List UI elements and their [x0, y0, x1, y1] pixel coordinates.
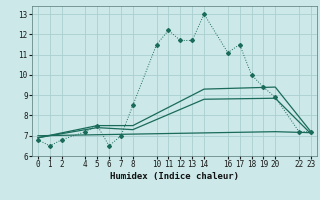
X-axis label: Humidex (Indice chaleur): Humidex (Indice chaleur): [110, 172, 239, 181]
